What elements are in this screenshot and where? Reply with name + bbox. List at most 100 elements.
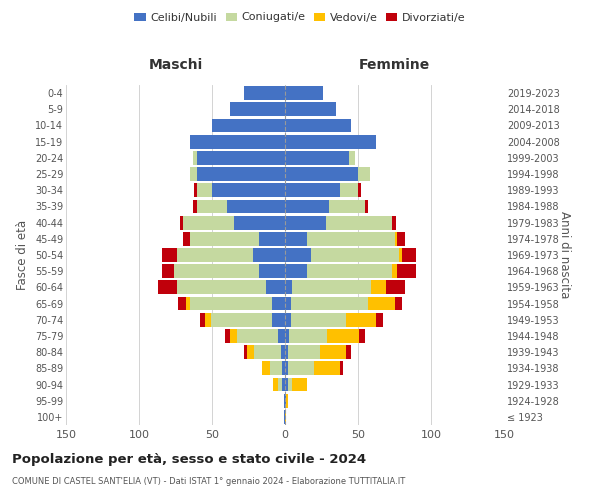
Bar (197, 184, 212, 197)
Bar (274, 378, 278, 392)
Bar (346, 346, 350, 359)
Bar (177, 280, 266, 294)
Bar (329, 200, 365, 213)
Bar (284, 410, 285, 424)
Bar (399, 248, 402, 262)
Bar (278, 329, 285, 343)
Bar (180, 216, 183, 230)
Text: Popolazione per età, sesso e stato civile - 2024: Popolazione per età, sesso e stato civil… (12, 452, 366, 466)
Bar (266, 280, 285, 294)
Bar (211, 313, 272, 326)
Bar (292, 280, 371, 294)
Bar (230, 329, 237, 343)
Bar (259, 264, 285, 278)
Bar (285, 216, 326, 230)
Bar (186, 296, 190, 310)
Bar (395, 296, 402, 310)
Bar (282, 362, 285, 375)
Bar (285, 313, 291, 326)
Bar (326, 216, 392, 230)
Bar (193, 151, 197, 164)
Bar (285, 362, 288, 375)
Bar (359, 329, 365, 343)
Bar (346, 313, 376, 326)
Bar (212, 118, 285, 132)
Bar (285, 167, 358, 181)
Bar (289, 329, 328, 343)
Bar (288, 346, 320, 359)
Bar (320, 346, 346, 359)
Bar (285, 151, 349, 164)
Bar (158, 280, 177, 294)
Bar (285, 410, 286, 424)
Text: Femmine: Femmine (359, 58, 430, 72)
Bar (271, 362, 282, 375)
Bar (392, 216, 396, 230)
Bar (178, 296, 186, 310)
Bar (285, 394, 286, 407)
Bar (285, 232, 307, 245)
Bar (311, 248, 399, 262)
Bar (244, 346, 247, 359)
Bar (237, 329, 278, 343)
Bar (368, 296, 395, 310)
Bar (340, 362, 343, 375)
Bar (197, 151, 285, 164)
Legend: Celibi/Nubili, Coniugati/e, Vedovi/e, Divorziati/e: Celibi/Nubili, Coniugati/e, Vedovi/e, Di… (130, 8, 470, 27)
Bar (193, 200, 197, 213)
Bar (314, 362, 340, 375)
Bar (197, 200, 227, 213)
Bar (291, 313, 346, 326)
Bar (291, 296, 368, 310)
Bar (285, 329, 289, 343)
Bar (371, 280, 386, 294)
Bar (281, 346, 285, 359)
Bar (163, 264, 174, 278)
Bar (285, 86, 323, 100)
Bar (307, 232, 395, 245)
Bar (285, 280, 292, 294)
Bar (197, 167, 285, 181)
Bar (230, 102, 285, 116)
Bar (262, 362, 271, 375)
Bar (392, 264, 397, 278)
Bar (286, 394, 288, 407)
Bar (285, 378, 288, 392)
Bar (183, 232, 190, 245)
Bar (307, 264, 392, 278)
Bar (190, 232, 259, 245)
Bar (177, 248, 253, 262)
Bar (212, 184, 285, 197)
Bar (244, 86, 285, 100)
Bar (285, 296, 291, 310)
Bar (340, 184, 358, 197)
Bar (163, 248, 177, 262)
Bar (227, 200, 285, 213)
Bar (358, 167, 370, 181)
Bar (285, 346, 288, 359)
Bar (190, 296, 272, 310)
Bar (205, 313, 211, 326)
Bar (194, 184, 197, 197)
Text: Maschi: Maschi (148, 58, 203, 72)
Bar (272, 313, 285, 326)
Bar (200, 313, 205, 326)
Bar (376, 313, 383, 326)
Bar (285, 118, 350, 132)
Bar (285, 184, 340, 197)
Y-axis label: Fasce di età: Fasce di età (16, 220, 29, 290)
Bar (349, 151, 355, 164)
Bar (395, 232, 397, 245)
Bar (288, 362, 314, 375)
Bar (285, 135, 376, 148)
Bar (190, 135, 285, 148)
Bar (288, 378, 292, 392)
Bar (284, 394, 285, 407)
Y-axis label: Anni di nascita: Anni di nascita (558, 212, 571, 298)
Bar (397, 232, 405, 245)
Bar (285, 248, 311, 262)
Bar (328, 329, 359, 343)
Bar (183, 216, 234, 230)
Bar (285, 102, 336, 116)
Bar (358, 184, 361, 197)
